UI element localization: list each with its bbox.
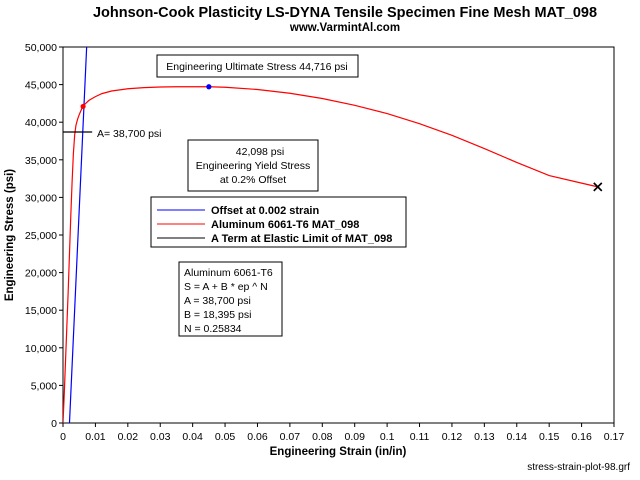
x-axis-ticks: 0 0.01 0.02 0.03 0.04 0.05 0.06 0.07 0.08 0.09 0.1… bbox=[60, 423, 624, 443]
material-annotation-line-5: N = 0.25834 bbox=[184, 323, 242, 335]
legend-box bbox=[150, 196, 407, 248]
y-axis-label: Engineering Stress (psi) bbox=[4, 169, 16, 301]
x-tick-label: 0.11 bbox=[410, 431, 430, 443]
x-tick-label: 0.07 bbox=[280, 431, 301, 443]
ultimate-annotation-text: Engineering Ultimate Stress 44,716 psi bbox=[166, 61, 348, 73]
x-tick-label: 0.04 bbox=[182, 431, 203, 443]
y-tick-label: 5,000 bbox=[31, 380, 57, 392]
x-tick-label: 0.01 bbox=[85, 431, 106, 443]
y-tick-label: 40,000 bbox=[25, 117, 57, 129]
y-tick-label: 25,000 bbox=[25, 230, 57, 242]
file-name-footer: stress-strain-plot-98.grf bbox=[527, 462, 630, 473]
x-tick-label: 0.12 bbox=[442, 431, 463, 443]
x-axis-label: Engineering Strain (in/in) bbox=[270, 446, 407, 458]
offset-line bbox=[68, 47, 88, 423]
legend-label-offset: Offset at 0.002 strain bbox=[211, 205, 319, 217]
ultimate-point bbox=[206, 84, 212, 90]
material-annotation-line-3: A = 38,700 psi bbox=[184, 295, 251, 307]
legend-label-a-term: A Term at Elastic Limit of MAT_098 bbox=[211, 233, 392, 245]
x-tick-label: 0.09 bbox=[344, 431, 365, 443]
x-tick-label: 0.05 bbox=[215, 431, 236, 443]
ultimate-annotation-box bbox=[156, 54, 359, 78]
material-annotation-line-2: S = A + B * ep ^ N bbox=[184, 281, 268, 293]
x-tick-label: 0.08 bbox=[312, 431, 333, 443]
yield-annotation-box bbox=[187, 139, 319, 192]
yield-point bbox=[80, 103, 86, 110]
y-axis-ticks: 0 5,000 10,000 15,000 20,000 25,000 30,000 35,0… bbox=[25, 42, 63, 430]
yield-annotation-line-2: Engineering Yield Stress bbox=[196, 160, 310, 172]
y-tick-label: 20,000 bbox=[25, 268, 57, 280]
series-layer bbox=[63, 47, 598, 423]
y-tick-label: 10,000 bbox=[25, 343, 57, 355]
y-tick-label: 15,000 bbox=[25, 305, 57, 317]
y-tick-label: 0 bbox=[51, 418, 57, 430]
y-tick-label: 35,000 bbox=[25, 155, 57, 167]
yield-annotation-line-1: 42,098 psi bbox=[236, 146, 284, 158]
x-tick-label: 0 bbox=[60, 431, 66, 443]
x-tick-label: 0.15 bbox=[539, 431, 560, 443]
aluminum-curve bbox=[63, 86, 598, 423]
a-term-label: A= 38,700 psi bbox=[97, 128, 162, 140]
x-tick-label: 0.17 bbox=[604, 431, 625, 443]
x-tick-label: 0.16 bbox=[571, 431, 592, 443]
material-annotation-box bbox=[178, 261, 283, 337]
material-annotation-line-1: Aluminum 6061-T6 bbox=[184, 267, 273, 279]
x-tick-label: 0.1 bbox=[380, 431, 395, 443]
chart-subtitle: www.VarmintAl.com bbox=[289, 22, 400, 34]
y-tick-label: 45,000 bbox=[25, 80, 57, 92]
end-marker bbox=[593, 182, 603, 192]
material-annotation-line-4: B = 18,395 psi bbox=[184, 309, 251, 321]
x-tick-label: 0.14 bbox=[507, 431, 528, 443]
x-tick-label: 0.02 bbox=[118, 431, 139, 443]
y-tick-label: 50,000 bbox=[25, 42, 57, 54]
y-tick-label: 30,000 bbox=[25, 192, 57, 204]
yield-annotation-line-3: at 0.2% Offset bbox=[220, 174, 286, 186]
x-tick-label: 0.06 bbox=[247, 431, 268, 443]
legend-label-aluminum: Aluminum 6061-T6 MAT_098 bbox=[211, 219, 359, 231]
chart-title: Johnson-Cook Plasticity LS-DYNA Tensile … bbox=[93, 5, 597, 21]
x-tick-label: 0.03 bbox=[150, 431, 171, 443]
legend: Offset at 0.002 strain Aluminum 6061-T6 … bbox=[150, 196, 407, 248]
x-tick-label: 0.13 bbox=[474, 431, 495, 443]
